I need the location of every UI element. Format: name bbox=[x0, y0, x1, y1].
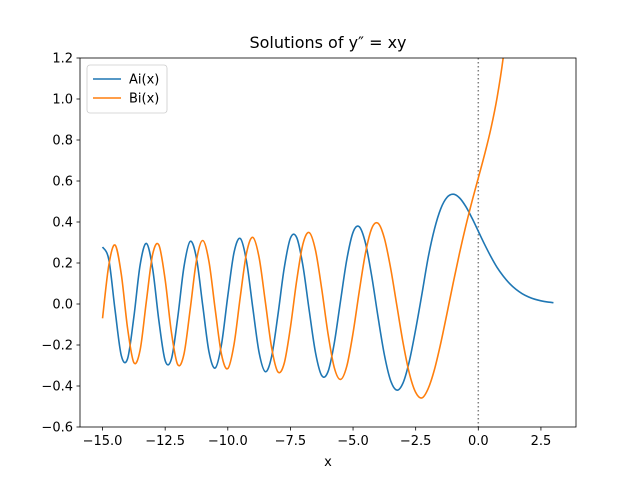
axes-frame bbox=[79, 57, 577, 428]
y-tick-label: −0.6 bbox=[41, 421, 73, 436]
y-tick-label: 0.4 bbox=[52, 216, 73, 231]
y-tick-label: 0.2 bbox=[52, 257, 73, 272]
x-tick-label: 2.5 bbox=[531, 434, 552, 449]
x-tick-label: −10.0 bbox=[208, 434, 248, 449]
x-tick-label: −7.5 bbox=[275, 434, 307, 449]
y-tick-label: 1.2 bbox=[52, 52, 73, 67]
y-tick-label: −0.2 bbox=[41, 339, 73, 354]
legend-box bbox=[86, 64, 168, 114]
legend-label: Bi(x) bbox=[129, 92, 159, 107]
y-tick-label: 1.0 bbox=[52, 93, 73, 108]
legend: Ai(x) Bi(x) bbox=[86, 64, 168, 114]
x-tick-label: −12.5 bbox=[145, 434, 185, 449]
legend-label: Ai(x) bbox=[129, 73, 159, 88]
x-tick-label: −5.0 bbox=[337, 434, 369, 449]
y-tick-label: −0.4 bbox=[41, 380, 73, 395]
x-tick-label: 0.0 bbox=[468, 434, 489, 449]
chart-title: Solutions of y″ = xy bbox=[249, 33, 406, 52]
x-tick-label: −15.0 bbox=[83, 434, 123, 449]
plot-area bbox=[101, 58, 554, 427]
line-series bbox=[101, 193, 554, 391]
y-tick-label: 0.0 bbox=[52, 298, 73, 313]
x-tick-label: −2.5 bbox=[400, 434, 432, 449]
y-tick-label: 0.6 bbox=[52, 175, 73, 190]
x-axis-label: x bbox=[324, 455, 332, 470]
line-series bbox=[101, 58, 504, 399]
y-tick-label: 0.8 bbox=[52, 134, 73, 149]
